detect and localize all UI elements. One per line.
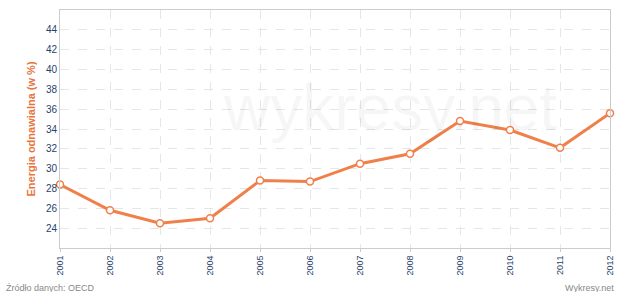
svg-text:2010: 2010 [505, 256, 515, 276]
svg-text:2007: 2007 [355, 256, 365, 276]
svg-text:2006: 2006 [305, 256, 315, 276]
svg-text:34: 34 [46, 124, 58, 135]
svg-text:30: 30 [46, 163, 58, 174]
svg-text:Energia odnawialna (w %): Energia odnawialna (w %) [25, 61, 37, 196]
svg-text:2008: 2008 [405, 256, 415, 276]
svg-text:2005: 2005 [255, 256, 265, 276]
svg-text:26: 26 [46, 203, 58, 214]
svg-text:2001: 2001 [55, 256, 65, 276]
svg-text:Wykresy.net: Wykresy.net [565, 283, 614, 292]
svg-text:24: 24 [46, 223, 58, 234]
svg-text:40: 40 [46, 64, 58, 75]
svg-text:32: 32 [46, 143, 58, 154]
svg-text:Źródło danych: OECD: Źródło danych: OECD [6, 283, 95, 292]
svg-text:36: 36 [46, 104, 58, 115]
svg-text:2011: 2011 [555, 256, 565, 275]
svg-text:44: 44 [46, 24, 58, 35]
svg-text:2009: 2009 [455, 256, 465, 276]
svg-text:38: 38 [46, 84, 58, 95]
svg-text:42: 42 [46, 44, 58, 55]
svg-text:2003: 2003 [155, 256, 165, 276]
svg-text:2002: 2002 [105, 256, 115, 276]
svg-text:2004: 2004 [205, 256, 215, 276]
svg-text:28: 28 [46, 183, 58, 194]
svg-text:wykresy.net: wykresy.net [223, 72, 557, 144]
svg-text:2012: 2012 [605, 256, 615, 276]
